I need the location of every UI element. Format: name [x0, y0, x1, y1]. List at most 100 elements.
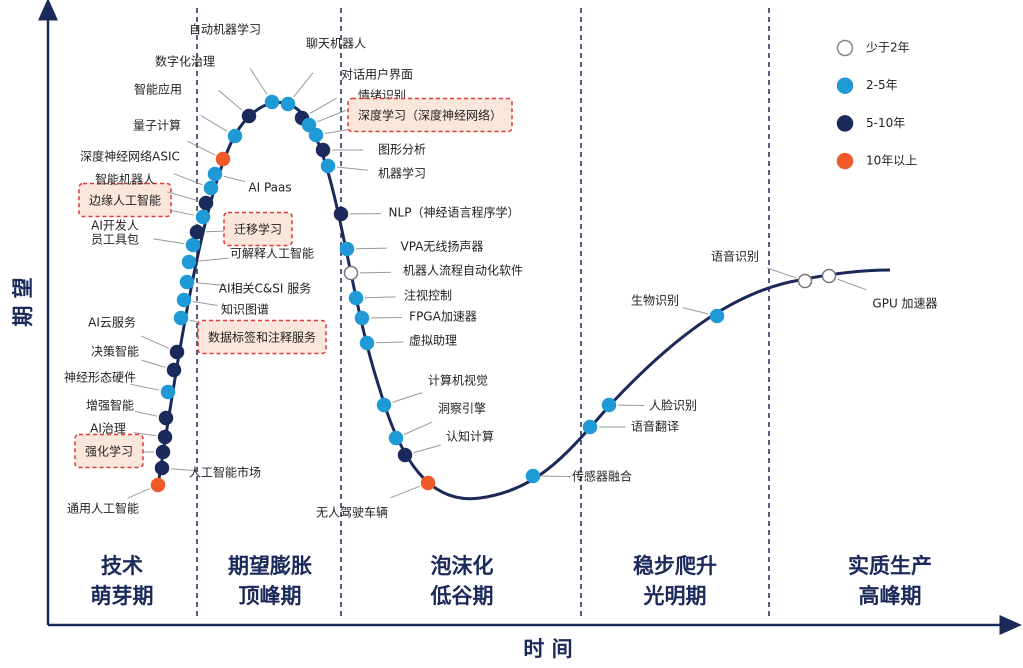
node-label: AI相关C&SI 服务 [219, 281, 311, 296]
node-label-text: 机器人流程自动化软件 [403, 263, 523, 278]
node-dot [155, 444, 171, 460]
node-label: 深度神经网络ASIC [80, 149, 180, 164]
node-label-text: 机器学习 [378, 166, 426, 181]
phase-label: 实质生产 [848, 554, 932, 578]
node-label-text: AI治理 [90, 422, 126, 436]
labels: 通用人工智能人工智能市场强化学习AI治理增强智能神经形态硬件决策智能AI云服务数… [64, 22, 938, 520]
leader-line [682, 307, 709, 315]
node-dot [181, 254, 197, 270]
node-label: 智能应用 [134, 82, 182, 97]
legend-swatch [836, 77, 854, 94]
node-dot [154, 460, 170, 476]
node-dot [169, 344, 185, 360]
node-label-text: 智能机器人 [95, 172, 155, 187]
node-dot [376, 397, 392, 413]
leader-line [153, 238, 185, 245]
node-label-text: 自动机器学习 [189, 22, 261, 37]
node-dot [301, 117, 317, 133]
node-label-text: 注视控制 [404, 288, 452, 303]
node-dot [601, 397, 617, 413]
node-label-text: AI云服务 [88, 315, 136, 330]
leader-line [355, 247, 388, 250]
node-dot [264, 94, 280, 110]
node-label: AI治理 [90, 422, 126, 436]
node-dot [185, 237, 201, 253]
node-label: 虚拟助理 [409, 334, 457, 348]
node-dot [320, 158, 336, 174]
node-dot [207, 166, 223, 182]
node-dot [821, 268, 837, 284]
node-label: 数据标签和注释服务 [197, 319, 327, 355]
node-dot [582, 419, 598, 435]
node-label-text: 数字化治理 [155, 54, 215, 69]
leader-line [404, 421, 433, 435]
legend-label: 2-5年 [866, 78, 898, 92]
leader-line [317, 109, 347, 123]
node-dot [397, 447, 413, 463]
node-dot [388, 430, 404, 446]
phase-label: 技术 [101, 554, 143, 578]
leader-line [167, 191, 198, 202]
node-label-text: AI开发人 [91, 218, 139, 233]
node-label-text: 深度神经网络ASIC [80, 149, 180, 164]
legend-label: 少于2年 [866, 41, 910, 55]
leader-line [133, 432, 157, 437]
node-dot [215, 151, 231, 167]
leader-line [392, 392, 423, 403]
node-label-text: 员工具包 [91, 233, 139, 247]
node-label: NLP（神经语言程序学） [389, 205, 520, 220]
node-dot [280, 96, 296, 112]
node-label-text: 聊天机器人 [306, 37, 366, 51]
leader-line [170, 468, 197, 472]
node-label-text: 虚拟助理 [409, 334, 457, 348]
phase-dividers [196, 8, 770, 620]
highlight-box [197, 319, 327, 355]
node-label-text: AI相关C&SI 服务 [219, 281, 311, 296]
node-label-text: 知识图谱 [221, 303, 269, 317]
leader-line [767, 267, 797, 279]
phase-label: 期望膨胀 [228, 554, 312, 578]
leader-line [141, 359, 166, 368]
node-label-text: 语音翻译 [631, 419, 679, 434]
node-label: 数字化治理 [155, 54, 215, 69]
node-dot [189, 224, 205, 240]
phase-label: 高峰期 [859, 584, 922, 608]
dots [150, 94, 837, 493]
node-label: 人工智能市场 [189, 465, 261, 480]
node-label: 强化学习 [74, 433, 144, 469]
leader-line [223, 175, 246, 183]
node-label: 增强智能 [86, 398, 134, 413]
node-label-text: 人工智能市场 [189, 465, 261, 480]
leader-line [364, 296, 396, 299]
leader-line [375, 341, 404, 344]
node-label-text: 人脸识别 [649, 399, 697, 413]
node-label-text: 认知计算 [446, 429, 494, 444]
node-label-text: 洞察引擎 [438, 401, 486, 416]
phase-label: 光明期 [643, 584, 707, 608]
node-label: 深度学习（深度神经网络） [347, 97, 513, 133]
node-label: AI云服务 [88, 315, 136, 330]
node-label-text: 可解释人工智能 [230, 246, 314, 261]
node-label: AI Paas [248, 181, 291, 195]
node-label: 知识图谱 [221, 303, 269, 317]
node-label-text: 量子计算 [133, 118, 181, 133]
node-label-text: 强化学习 [85, 444, 133, 459]
node-label-text: 边缘人工智能 [89, 193, 161, 208]
leader-line [359, 271, 392, 274]
node-label: 无人驾驶车辆 [316, 505, 388, 520]
node-label-text: 增强智能 [86, 398, 134, 413]
node-label-text: 智能应用 [134, 82, 182, 97]
node-dot [195, 209, 211, 225]
legend-swatch [836, 115, 854, 132]
node-label-text: FPGA加速器 [409, 310, 477, 324]
node-label: 语音识别 [711, 249, 759, 264]
node-label: GPU 加速器 [872, 297, 937, 311]
legend-swatch [836, 152, 854, 170]
node-label: 决策智能 [91, 344, 139, 359]
leader-line [390, 485, 420, 499]
leader-line [186, 140, 216, 156]
node-dot [343, 265, 359, 281]
leader-line [197, 257, 229, 262]
